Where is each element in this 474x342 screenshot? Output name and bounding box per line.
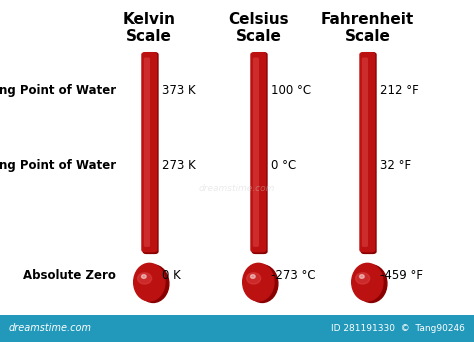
Text: dreamstime.com: dreamstime.com	[199, 184, 275, 193]
Text: Freezing Point of Water: Freezing Point of Water	[0, 159, 116, 172]
FancyBboxPatch shape	[144, 57, 150, 247]
FancyBboxPatch shape	[143, 52, 159, 254]
Ellipse shape	[134, 263, 165, 301]
Text: Boiling Point of Water: Boiling Point of Water	[0, 84, 116, 97]
Text: -273 °C: -273 °C	[271, 269, 316, 282]
Ellipse shape	[243, 263, 274, 301]
Text: 212 °F: 212 °F	[380, 84, 419, 97]
Ellipse shape	[360, 275, 364, 278]
Ellipse shape	[246, 273, 261, 284]
Text: ID 281191330  ©  Tang90246: ID 281191330 © Tang90246	[331, 324, 465, 333]
FancyBboxPatch shape	[0, 315, 474, 342]
Text: 0 °C: 0 °C	[271, 159, 296, 172]
FancyBboxPatch shape	[141, 52, 157, 252]
FancyBboxPatch shape	[362, 57, 368, 247]
Ellipse shape	[137, 273, 152, 284]
FancyBboxPatch shape	[361, 52, 377, 254]
Ellipse shape	[141, 275, 146, 278]
Text: 32 °F: 32 °F	[380, 159, 411, 172]
Text: Kelvin
Scale: Kelvin Scale	[123, 12, 176, 44]
Text: 0 K: 0 K	[162, 269, 181, 282]
Ellipse shape	[356, 265, 387, 302]
FancyBboxPatch shape	[252, 52, 268, 254]
FancyBboxPatch shape	[250, 52, 266, 252]
Ellipse shape	[356, 273, 370, 284]
Ellipse shape	[250, 275, 255, 278]
Text: 100 °C: 100 °C	[271, 84, 311, 97]
Text: dreamstime.com: dreamstime.com	[9, 323, 91, 333]
Ellipse shape	[246, 265, 278, 302]
FancyBboxPatch shape	[253, 57, 259, 247]
Text: Fahrenheit
Scale: Fahrenheit Scale	[321, 12, 414, 44]
Ellipse shape	[137, 265, 169, 302]
Text: 273 K: 273 K	[162, 159, 196, 172]
Text: Absolute Zero: Absolute Zero	[23, 269, 116, 282]
FancyBboxPatch shape	[359, 52, 375, 252]
Text: Celsius
Scale: Celsius Scale	[228, 12, 289, 44]
Text: 373 K: 373 K	[162, 84, 196, 97]
Text: -459 °F: -459 °F	[380, 269, 423, 282]
Ellipse shape	[352, 263, 383, 301]
